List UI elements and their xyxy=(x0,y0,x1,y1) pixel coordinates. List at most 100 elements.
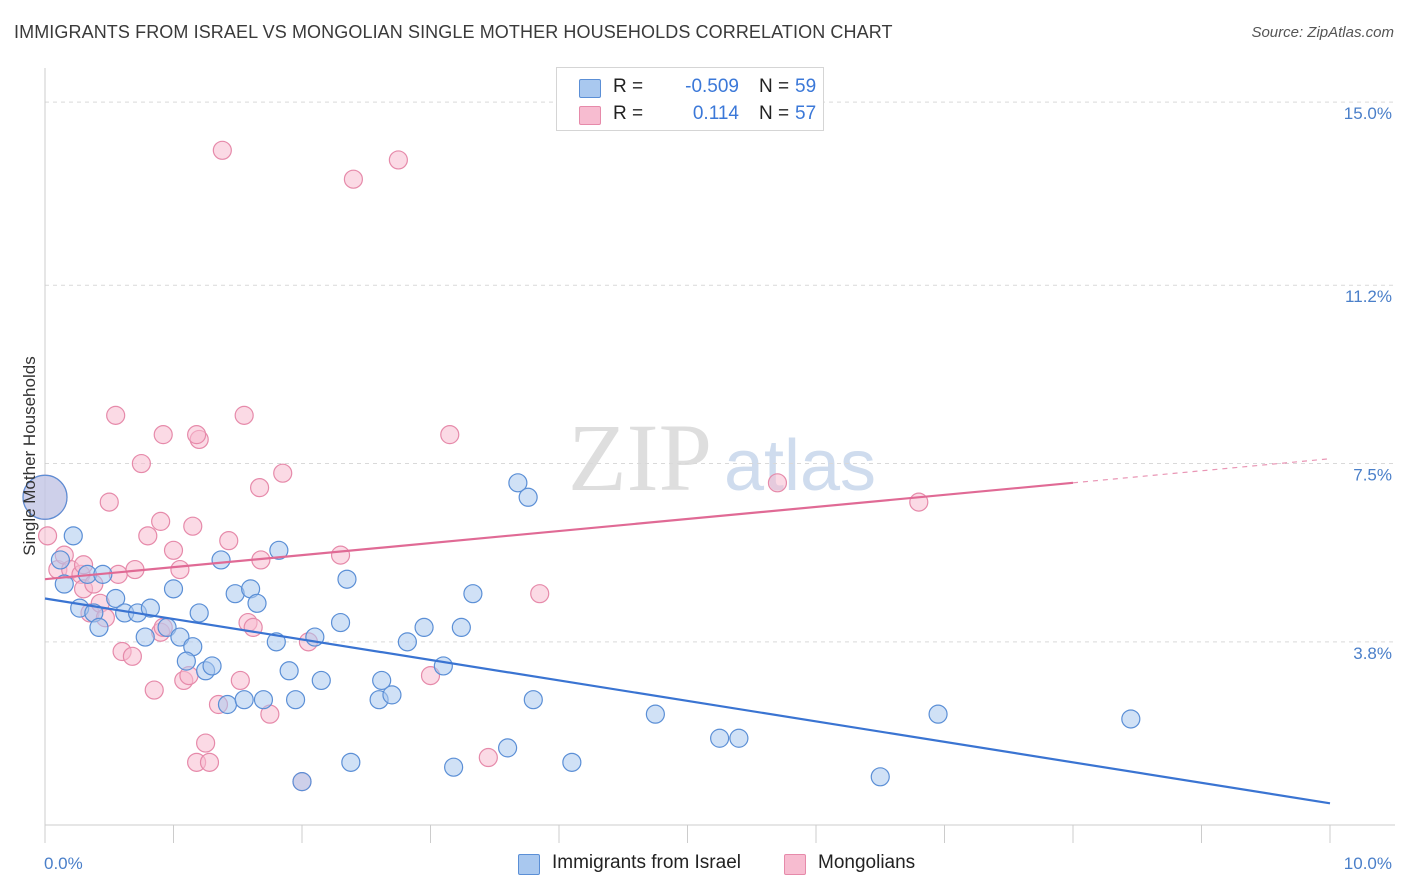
mongolians-point xyxy=(199,752,220,772)
israel-point xyxy=(523,690,543,710)
mongolians-point xyxy=(122,646,142,666)
y-tick-label: 11.2% xyxy=(1345,287,1392,306)
legend-n-label: N = xyxy=(759,103,790,124)
israel-point xyxy=(54,574,74,594)
israel-points xyxy=(22,473,1141,792)
israel-point xyxy=(202,656,222,676)
legend-n-label: N = xyxy=(759,76,790,97)
israel-point xyxy=(189,603,209,623)
mongolians-point xyxy=(99,492,119,512)
israel-point xyxy=(397,632,417,652)
israel-swatch xyxy=(518,854,540,875)
mongolians-point xyxy=(187,425,207,445)
mongolians-point xyxy=(420,665,441,686)
mongolians-point xyxy=(131,453,151,474)
israel-point xyxy=(266,632,286,652)
x-tick-label: 10.0% xyxy=(1344,854,1392,873)
israel-point xyxy=(170,627,190,647)
y-tick-label: 15.0% xyxy=(1344,104,1392,123)
x-tick-label: 0.0% xyxy=(44,854,83,873)
mongolians-point xyxy=(230,670,250,691)
mongolians-point xyxy=(196,733,216,753)
israel-point xyxy=(211,550,231,570)
correlation-legend: R = -0.509 N = 59 R = 0.114 N = 57 xyxy=(556,67,824,131)
israel-point xyxy=(89,617,109,638)
israel-point xyxy=(518,487,538,507)
mongolians-trend-line xyxy=(44,481,1074,581)
israel-point xyxy=(498,738,518,758)
mongolians-swatch xyxy=(579,106,601,125)
israel-point xyxy=(22,474,68,520)
israel-point xyxy=(234,690,254,710)
israel-point xyxy=(870,767,890,787)
mongolians-point xyxy=(478,747,498,768)
israel-point xyxy=(176,651,196,671)
watermark-atlas: atlas xyxy=(724,426,876,506)
mongolians-point xyxy=(273,463,293,483)
legend-n-value: 57 xyxy=(795,103,817,124)
legend-r-label: R = xyxy=(613,76,644,97)
mongolians-point xyxy=(163,540,184,560)
israel-point xyxy=(330,612,351,633)
israel-point xyxy=(337,569,357,589)
israel-point xyxy=(562,752,582,772)
mongolians-point xyxy=(530,584,550,604)
israel-point xyxy=(285,690,306,710)
mongolians-point xyxy=(343,169,363,189)
israel-point xyxy=(163,579,184,599)
y-axis-label: Single Mother Households xyxy=(20,356,39,555)
legend-r-value: 0.114 xyxy=(692,103,739,124)
israel-point xyxy=(463,584,483,604)
israel-swatch xyxy=(579,79,601,98)
y-tick-label: 7.5% xyxy=(1353,466,1392,485)
watermark: ZIP atlas xyxy=(568,404,876,511)
mongolians-trend-extension xyxy=(1072,458,1331,484)
mongolians-point xyxy=(170,559,190,580)
israel-point xyxy=(382,685,402,705)
israel-point xyxy=(444,757,464,777)
mongolians-point xyxy=(144,680,164,700)
mongolians-point xyxy=(440,425,460,445)
mongolians-point xyxy=(219,531,239,551)
chart-title: IMMIGRANTS FROM ISRAEL VS MONGOLIAN SING… xyxy=(14,22,893,42)
mongolians-point xyxy=(249,478,270,498)
legend-n-value: 59 xyxy=(795,76,817,97)
mongolians-point xyxy=(212,140,232,160)
israel-point xyxy=(253,690,274,710)
legend-r-value: -0.509 xyxy=(685,76,739,97)
mongolians-point xyxy=(151,511,171,531)
israel-point xyxy=(372,670,392,691)
israel-point xyxy=(710,728,730,748)
israel-point xyxy=(729,728,749,748)
israel-point xyxy=(269,540,289,560)
mongolians-point xyxy=(183,516,203,536)
legend-r-label: R = xyxy=(613,103,644,124)
y-tick-label: 3.8% xyxy=(1353,644,1392,663)
trend-lines xyxy=(44,458,1331,805)
mongolians-point xyxy=(37,526,58,546)
israel-point xyxy=(451,617,471,638)
israel-point xyxy=(247,593,267,613)
mongolians-swatch xyxy=(784,854,806,875)
mongolians-point xyxy=(767,473,788,493)
israel-point xyxy=(135,627,155,647)
israel-point xyxy=(433,656,453,676)
mongolians-point xyxy=(388,150,408,170)
israel-point xyxy=(645,704,665,724)
mongolians-point xyxy=(153,425,173,445)
israel-point xyxy=(63,526,83,546)
mongolians-point xyxy=(138,526,158,546)
israel-point xyxy=(1121,709,1141,729)
israel-point xyxy=(414,617,434,638)
israel-point xyxy=(508,473,528,493)
israel-point xyxy=(106,588,126,609)
israel-point xyxy=(140,598,160,618)
israel-legend-label: Immigrants from Israel xyxy=(552,852,741,873)
israel-point xyxy=(279,661,299,681)
israel-point xyxy=(217,694,238,715)
israel-point xyxy=(292,772,312,792)
axes xyxy=(44,68,1395,843)
mongolians-point xyxy=(234,405,254,425)
israel-point xyxy=(311,670,331,691)
